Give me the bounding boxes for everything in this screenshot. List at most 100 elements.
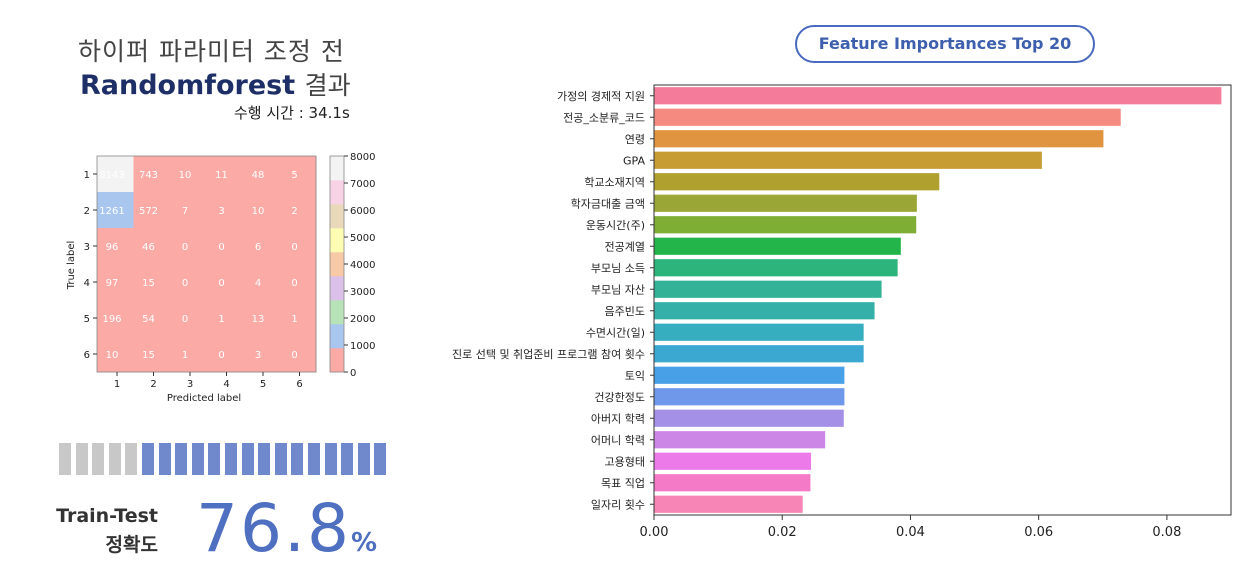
cm-y-axis-label: True label bbox=[66, 241, 77, 291]
fi-bar bbox=[654, 388, 845, 406]
cm-cell-value: 10 bbox=[179, 170, 192, 181]
fi-bar bbox=[654, 474, 811, 492]
cm-cell bbox=[97, 336, 134, 373]
cm-cell bbox=[206, 192, 244, 229]
accuracy-segment bbox=[341, 443, 354, 475]
fi-bar bbox=[654, 259, 898, 277]
fi-bar bbox=[654, 431, 826, 449]
colorbar-tick: 1000 bbox=[350, 341, 375, 352]
cm-cell-value: 6 bbox=[255, 242, 261, 253]
colorbar-tick: 8000 bbox=[350, 152, 375, 163]
cm-cell bbox=[243, 264, 280, 301]
colorbar-segment bbox=[330, 228, 344, 253]
cm-cell bbox=[170, 156, 207, 193]
fi-category-label: 부모님 소득 bbox=[591, 262, 645, 275]
cm-cell-value: 13 bbox=[252, 314, 265, 325]
cm-cell bbox=[279, 300, 317, 337]
fi-category-label: 아버지 학력 bbox=[591, 412, 645, 425]
cm-cell-value: 0 bbox=[291, 242, 297, 253]
fi-bar bbox=[654, 345, 864, 363]
accuracy-segment bbox=[59, 443, 71, 475]
fi-category-label: 전공계열 bbox=[605, 240, 645, 253]
cm-cell-value: 5 bbox=[291, 170, 297, 181]
fi-bar bbox=[654, 452, 812, 470]
accuracy-segment bbox=[374, 443, 387, 475]
cm-cell bbox=[243, 336, 280, 373]
fi-category-label: 부모님 자산 bbox=[591, 283, 645, 296]
accuracy-segment bbox=[191, 443, 204, 475]
cm-cell-value: 1 bbox=[182, 350, 188, 361]
cm-cell bbox=[243, 192, 280, 229]
accuracy-segment bbox=[92, 443, 105, 475]
fi-category-label: 어머니 학력 bbox=[591, 434, 645, 447]
cm-cell-value: 54 bbox=[142, 314, 155, 325]
cm-cell bbox=[97, 228, 134, 265]
cm-cell-value: 4 bbox=[255, 278, 261, 289]
fi-bar bbox=[654, 280, 882, 298]
page-title: 하이퍼 파라미터 조정 전 bbox=[78, 37, 345, 66]
cm-cell bbox=[133, 300, 171, 337]
confusion-matrix-ticks: 1 2 3 4 5 6 1 2 3 4 5 6 bbox=[84, 170, 303, 390]
cm-cell bbox=[279, 156, 317, 193]
cm-cell-value: 0 bbox=[182, 314, 188, 325]
accuracy-segment bbox=[308, 443, 320, 475]
cm-cell-value: 3 bbox=[218, 206, 224, 217]
cm-cell-value: 572 bbox=[139, 206, 158, 217]
fi-x-tick: 0.08 bbox=[1152, 525, 1181, 540]
cm-cell bbox=[206, 300, 244, 337]
fi-x-tick: 0.06 bbox=[1024, 525, 1053, 540]
cm-cell bbox=[279, 228, 317, 265]
cm-cell bbox=[97, 300, 134, 337]
model-title-suffix: 결과 bbox=[304, 71, 351, 100]
accuracy-segment bbox=[108, 443, 121, 475]
fi-bar bbox=[654, 108, 1121, 126]
accuracy-unit: % bbox=[350, 528, 378, 558]
fi-bar bbox=[654, 237, 901, 255]
fi-category-label: 건강한정도 bbox=[594, 391, 645, 404]
cm-cell-value: 1 bbox=[291, 314, 297, 325]
cm-cell bbox=[133, 192, 171, 229]
cm-cell-value: 96 bbox=[106, 242, 119, 253]
cm-cell-value: 0 bbox=[218, 350, 224, 361]
cm-cell-value: 8143 bbox=[99, 170, 124, 181]
cm-cell bbox=[243, 156, 280, 193]
cm-cell-value: 10 bbox=[252, 206, 265, 217]
fi-category-label: 일자리 횟수 bbox=[591, 497, 645, 511]
fi-bars bbox=[654, 87, 1222, 513]
accuracy-value: 76.8% bbox=[196, 490, 377, 567]
fi-plot-frame bbox=[653, 84, 1232, 516]
cm-cell bbox=[206, 264, 244, 301]
fi-category-label: 가정의 경제적 지원 bbox=[557, 90, 645, 103]
colorbar-segment bbox=[330, 300, 344, 325]
accuracy-segment bbox=[258, 443, 271, 475]
runtime-label: 수행 시간 : 34.1s bbox=[234, 104, 350, 122]
cm-cell bbox=[279, 264, 317, 301]
fi-bar bbox=[654, 151, 1042, 169]
cm-cell-value: 15 bbox=[142, 350, 155, 361]
cm-cell-value: 48 bbox=[252, 170, 265, 181]
fi-category-label: 학교소재지역 bbox=[584, 176, 645, 189]
fi-x-tick: 0.02 bbox=[768, 525, 797, 540]
colorbar-tick: 0 bbox=[350, 368, 356, 379]
cm-cell bbox=[206, 228, 244, 265]
cm-x-tick: 6 bbox=[296, 379, 302, 390]
cm-cell bbox=[170, 336, 207, 373]
cm-x-tick: 4 bbox=[223, 379, 229, 390]
cm-cell bbox=[133, 156, 171, 193]
fi-bar bbox=[654, 495, 803, 513]
fi-bar bbox=[654, 194, 917, 212]
cm-cell bbox=[97, 156, 134, 193]
cm-cell-value: 11 bbox=[215, 170, 228, 181]
cm-y-tick: 3 bbox=[84, 242, 90, 253]
accuracy-segment bbox=[357, 443, 370, 475]
accuracy-segment bbox=[324, 443, 337, 475]
cm-x-axis-label: Predicted label bbox=[167, 393, 241, 404]
cm-cell-value: 0 bbox=[182, 242, 188, 253]
fi-bar bbox=[654, 87, 1222, 105]
cm-y-tick: 1 bbox=[84, 170, 90, 181]
fi-bar bbox=[654, 366, 845, 384]
accuracy-segment bbox=[241, 443, 254, 475]
colorbar-segment bbox=[330, 252, 344, 277]
model-title: Randomforest 결과 bbox=[80, 66, 351, 102]
fi-bar bbox=[654, 130, 1104, 148]
